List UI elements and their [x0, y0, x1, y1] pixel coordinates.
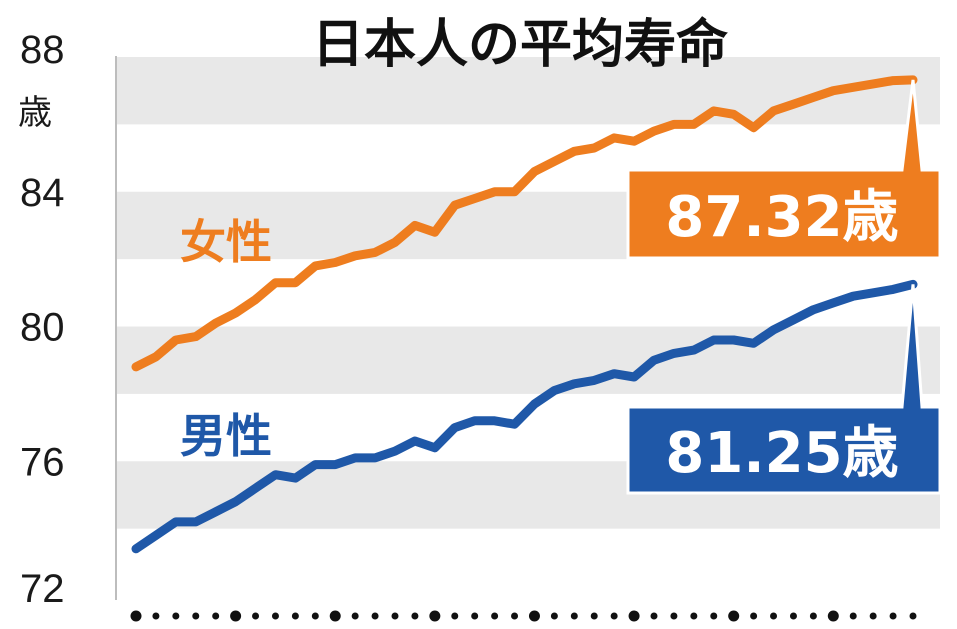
x-axis-marker [192, 612, 200, 620]
x-axis-marker [291, 612, 299, 620]
x-axis-marker [650, 612, 658, 620]
x-axis-marker [471, 612, 479, 620]
x-axis-marker [172, 612, 180, 620]
x-axis-marker [869, 612, 877, 620]
x-axis-marker [628, 610, 640, 622]
grid-band [116, 57, 940, 125]
grid-band [116, 326, 940, 394]
x-axis-marker [909, 612, 917, 620]
x-axis-marker [411, 612, 419, 620]
x-axis-marker [351, 612, 359, 620]
x-axis-marker [212, 612, 220, 620]
x-axis-marker [528, 610, 540, 622]
x-axis-marker [770, 612, 778, 620]
series-line-female [131, 75, 918, 372]
x-axis-marker [329, 610, 341, 622]
x-axis-marker [670, 612, 678, 620]
y-axis-unit-label: 歳 [18, 93, 52, 133]
x-axis-marker [827, 610, 839, 622]
x-axis-markers [130, 610, 917, 622]
callout-male: 81.25歳 [626, 284, 942, 495]
x-axis-marker [511, 612, 519, 620]
x-axis-marker [252, 612, 260, 620]
x-axis-marker [230, 610, 242, 622]
x-axis-marker [590, 612, 598, 620]
x-axis-marker [371, 612, 379, 620]
series-line-male [131, 279, 918, 554]
x-axis-marker [311, 612, 319, 620]
callout-female-box [626, 79, 942, 260]
series-lines [131, 75, 918, 554]
x-axis-marker [750, 612, 758, 620]
x-axis-marker [690, 612, 698, 620]
x-axis-marker [789, 612, 797, 620]
x-axis-marker [849, 612, 857, 620]
x-axis-marker [550, 612, 558, 620]
y-tick-label: 72 [20, 567, 65, 611]
x-axis-marker [130, 610, 142, 622]
chart-title: 日本人の平均寿命 [312, 15, 728, 75]
series-label-female: 女性 [180, 215, 272, 269]
y-axis-ticks: 88 84 80 76 72 [20, 28, 65, 611]
y-tick-label: 80 [20, 306, 65, 350]
x-axis-marker [809, 612, 817, 620]
x-axis-marker [491, 612, 499, 620]
x-axis-marker [710, 612, 718, 620]
x-axis-marker [728, 610, 740, 622]
x-axis-marker [570, 612, 578, 620]
y-tick-label: 84 [20, 171, 65, 215]
x-axis-marker [429, 610, 441, 622]
x-axis-marker [610, 612, 618, 620]
callout-female-value: 87.32歳 [665, 185, 898, 250]
series-label-male: 男性 [180, 409, 272, 463]
y-tick-label: 88 [20, 28, 65, 72]
callout-female: 87.32歳 [626, 79, 942, 260]
callout-male-box [626, 284, 942, 495]
callout-male-value: 81.25歳 [665, 421, 898, 486]
x-axis-marker [889, 612, 897, 620]
x-axis-marker [271, 612, 279, 620]
y-tick-label: 76 [20, 440, 65, 484]
x-axis-marker [451, 612, 459, 620]
x-axis-marker [391, 612, 399, 620]
x-axis-marker [152, 612, 160, 620]
